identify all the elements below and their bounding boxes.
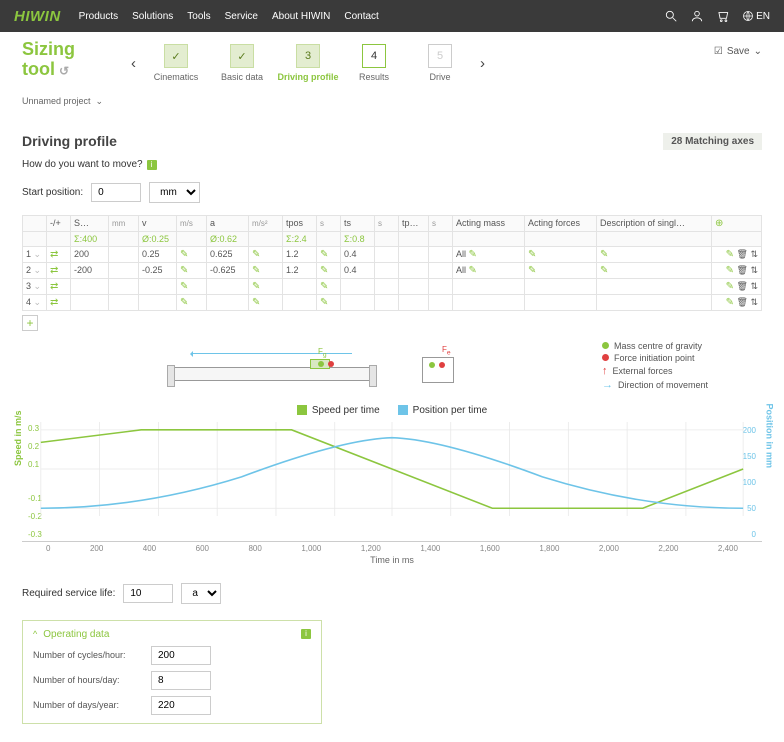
- sort-icon[interactable]: ⇅: [750, 281, 758, 291]
- table-row[interactable]: 2 ⌄⇄-200-0.25✎-0.625✎1.2✎0.4All ✎✎✎✎ 🗑 ⇅: [23, 262, 762, 278]
- step-box: 5: [428, 44, 452, 68]
- step-label: Cinematics: [154, 72, 199, 82]
- user-icon[interactable]: [690, 9, 704, 23]
- info-icon[interactable]: i: [301, 629, 311, 639]
- step-driving-profile[interactable]: 3 Driving profile: [277, 44, 339, 82]
- table-row[interactable]: 4 ⌄⇄✎✎✎✎ 🗑 ⇅: [23, 294, 762, 310]
- dir-icon[interactable]: ⇄: [50, 281, 58, 292]
- step-box: 3: [296, 44, 320, 68]
- step-results[interactable]: 4 Results: [343, 44, 405, 82]
- nav-links: Products Solutions Tools Service About H…: [79, 11, 379, 22]
- sort-icon[interactable]: ⇅: [750, 297, 758, 307]
- table-summary: Σ:400 Ø:0.25Ø:0.62 Σ:2.4Σ:0.8: [23, 231, 762, 246]
- step-label: Results: [359, 72, 389, 82]
- nav-tools[interactable]: Tools: [187, 11, 210, 22]
- edit-icon[interactable]: ✎: [726, 265, 734, 276]
- speed-position-chart: Speed in m/s Position in mm 0.3 0.2 0.1 …: [22, 422, 762, 542]
- cart-icon[interactable]: [716, 9, 730, 23]
- sort-icon[interactable]: ⇅: [750, 265, 758, 275]
- op-row: Number of hours/day:: [33, 671, 311, 690]
- section-title: Driving profile: [22, 133, 117, 149]
- op-row: Number of cycles/hour:: [33, 646, 311, 665]
- search-icon[interactable]: [664, 9, 678, 23]
- diagram-legend: Mass centre of gravity Force initiation …: [602, 341, 762, 391]
- op-input[interactable]: [151, 646, 211, 665]
- operating-data-panel: ^ Operating data i Number of cycles/hour: N…: [22, 620, 322, 724]
- start-pos-unit[interactable]: mm: [149, 182, 200, 203]
- chart-x-axis: 02004006008001,0001,2001,4001,6001,8002,…: [22, 542, 762, 553]
- op-title: Operating data: [43, 629, 109, 640]
- step-box: ✓: [230, 44, 254, 68]
- profile-table: -/+S…mm vm/sam/s² tposstss tp…s Acting m…: [22, 215, 762, 311]
- step-prev[interactable]: ‹: [126, 55, 141, 72]
- req-life-label: Required service life:: [22, 588, 115, 599]
- req-life-input[interactable]: [123, 584, 173, 603]
- start-pos-label: Start position:: [22, 187, 83, 198]
- info-icon[interactable]: i: [147, 160, 157, 170]
- move-question: How do you want to move?: [22, 159, 143, 170]
- chart-legend: Speed per time Position per time: [22, 405, 762, 416]
- page-title: Sizing tool↺: [22, 40, 112, 80]
- nav-solutions[interactable]: Solutions: [132, 11, 173, 22]
- nav-products[interactable]: Products: [79, 11, 118, 22]
- table-row[interactable]: 3 ⌄⇄✎✎✎✎ 🗑 ⇅: [23, 278, 762, 294]
- delete-icon[interactable]: 🗑: [737, 265, 748, 275]
- op-input[interactable]: [151, 696, 211, 715]
- table-row[interactable]: 1 ⌄⇄2000.25✎0.625✎1.2✎0.4All ✎✎✎✎ 🗑 ⇅: [23, 246, 762, 262]
- op-input[interactable]: [151, 671, 211, 690]
- globe-icon: [742, 10, 754, 22]
- chart-x-label: Time in ms: [22, 555, 762, 565]
- reload-icon[interactable]: ↺: [59, 64, 69, 78]
- step-label: Basic data: [221, 72, 263, 82]
- dir-icon[interactable]: ⇄: [50, 297, 58, 308]
- edit-icon[interactable]: ✎: [726, 297, 734, 308]
- wizard-steps: ‹ ✓ Cinematics ✓ Basic data 3 Driving pr…: [126, 44, 490, 82]
- step-drive[interactable]: 5 Drive: [409, 44, 471, 82]
- step-next[interactable]: ›: [475, 55, 490, 72]
- chevron-down-icon: ⌄: [96, 96, 104, 107]
- delete-icon[interactable]: 🗑: [737, 281, 748, 291]
- step-cinematics[interactable]: ✓ Cinematics: [145, 44, 207, 82]
- nav-contact[interactable]: Contact: [344, 11, 378, 22]
- start-pos-input[interactable]: [91, 183, 141, 202]
- save-button[interactable]: ☑ Save ⌄: [714, 46, 762, 57]
- dir-icon[interactable]: ⇄: [50, 265, 58, 276]
- nav-about[interactable]: About HIWIN: [272, 11, 330, 22]
- table-header: -/+S…mm vm/sam/s² tposstss tp…s Acting m…: [23, 215, 762, 231]
- add-row-button[interactable]: +: [22, 315, 38, 331]
- edit-icon[interactable]: ✎: [726, 249, 734, 260]
- top-nav: HIWIN Products Solutions Tools Service A…: [0, 0, 784, 32]
- step-box: ✓: [164, 44, 188, 68]
- brand-logo[interactable]: HIWIN: [14, 8, 61, 25]
- req-life-unit[interactable]: a: [181, 583, 221, 604]
- lang-switch[interactable]: EN: [742, 10, 770, 22]
- dir-icon[interactable]: ⇄: [50, 249, 58, 260]
- delete-icon[interactable]: 🗑: [737, 249, 748, 259]
- delete-icon[interactable]: 🗑: [737, 297, 748, 307]
- project-selector[interactable]: Unnamed project⌄: [22, 96, 112, 107]
- lang-label: EN: [756, 11, 770, 22]
- sort-icon[interactable]: ⇅: [750, 249, 758, 259]
- step-box: 4: [362, 44, 386, 68]
- caret-up-icon[interactable]: ^: [33, 629, 37, 639]
- motion-diagram: Fg Fe: [22, 341, 602, 391]
- step-label: Driving profile: [277, 72, 338, 82]
- edit-icon[interactable]: ✎: [726, 281, 734, 292]
- expand-icon[interactable]: ⊕: [715, 218, 723, 229]
- step-basic-data[interactable]: ✓ Basic data: [211, 44, 273, 82]
- op-row: Number of days/year:: [33, 696, 311, 715]
- step-label: Drive: [429, 72, 450, 82]
- nav-service[interactable]: Service: [225, 11, 258, 22]
- matching-badge[interactable]: 28 Matching axes: [663, 133, 762, 150]
